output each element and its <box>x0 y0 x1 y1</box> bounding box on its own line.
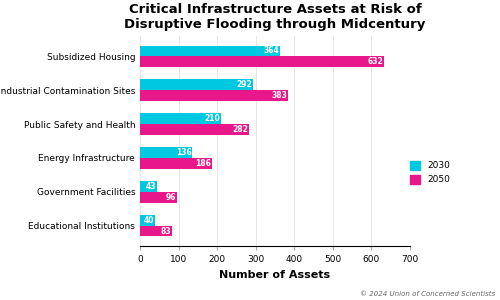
Text: 282: 282 <box>232 125 248 134</box>
Text: 136: 136 <box>176 148 192 157</box>
Text: 364: 364 <box>264 46 280 56</box>
Bar <box>140 158 212 169</box>
Bar <box>140 226 172 236</box>
Bar <box>140 113 221 124</box>
Text: 632: 632 <box>367 57 383 66</box>
Bar <box>140 80 252 90</box>
Title: Critical Infrastructure Assets at Risk of
Disruptive Flooding through Midcentury: Critical Infrastructure Assets at Risk o… <box>124 3 426 31</box>
Bar <box>140 181 156 192</box>
Text: 40: 40 <box>144 216 154 225</box>
Bar <box>140 90 288 101</box>
Bar <box>140 147 192 158</box>
Text: 292: 292 <box>236 80 252 89</box>
Text: 43: 43 <box>146 182 156 191</box>
Text: 210: 210 <box>204 114 220 123</box>
Text: © 2024 Union of Concerned Scientists: © 2024 Union of Concerned Scientists <box>360 291 495 297</box>
Text: 83: 83 <box>160 226 171 236</box>
Text: 383: 383 <box>271 91 287 100</box>
X-axis label: Number of Assets: Number of Assets <box>220 270 330 280</box>
Bar <box>140 215 156 226</box>
Bar <box>140 46 280 56</box>
Legend: 2030, 2050: 2030, 2050 <box>406 157 454 188</box>
Text: 96: 96 <box>166 193 176 202</box>
Bar <box>140 124 249 135</box>
Text: 186: 186 <box>195 159 211 168</box>
Bar <box>140 192 177 203</box>
Bar <box>140 56 384 67</box>
